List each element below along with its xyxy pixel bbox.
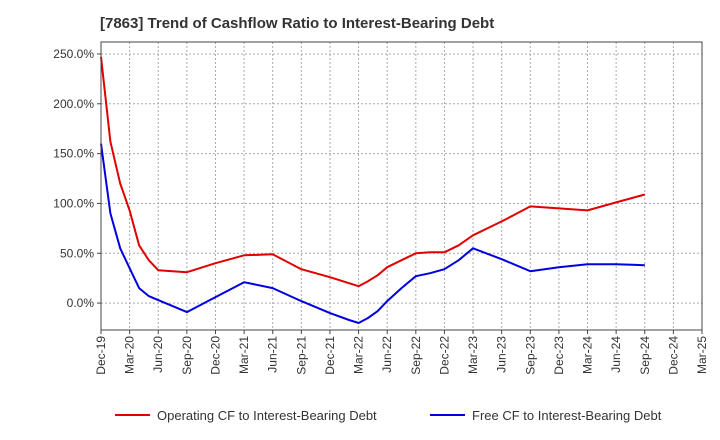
x-tick-label: Jun-22	[380, 336, 394, 373]
plot-frame	[100, 41, 703, 331]
y-tick-label: 200.0%	[53, 97, 94, 111]
x-tick-label: Mar-21	[237, 336, 251, 374]
y-tick-label: 0.0%	[67, 296, 95, 310]
x-tick-label: Dec-23	[552, 336, 566, 375]
x-tick-label: Mar-23	[466, 336, 480, 374]
x-tick-label: Dec-22	[437, 336, 451, 375]
y-tick-label: 50.0%	[60, 246, 94, 260]
chart-title: [7863] Trend of Cashflow Ratio to Intere…	[100, 15, 495, 32]
x-tick-label: Dec-21	[323, 336, 337, 375]
x-tick-label: Sep-21	[294, 336, 308, 375]
series-line-operating-cf	[100, 56, 646, 288]
x-tick-label: Mar-22	[352, 336, 366, 374]
legend-label: Operating CF to Interest-Bearing Debt	[157, 408, 377, 423]
series-line-free-cf	[100, 143, 645, 324]
x-tick-label: Dec-24	[666, 336, 680, 375]
y-tick-label: 100.0%	[53, 196, 94, 210]
x-tick-label: Sep-20	[180, 336, 194, 375]
x-tick-label: Mar-25	[695, 336, 709, 374]
x-tick-label: Mar-20	[123, 336, 137, 374]
legend-label: Free CF to Interest-Bearing Debt	[472, 408, 662, 423]
x-tick-label: Dec-19	[94, 336, 108, 375]
legend-layer: Operating CF to Interest-Bearing Debt Fre…	[115, 408, 662, 423]
x-tick-label: Sep-24	[638, 336, 652, 375]
x-tick-label: Jun-23	[495, 336, 509, 373]
x-tick-label: Sep-22	[409, 336, 423, 375]
axis-layer: 250.0% 200.0% 150.0% 100.0% 50.0% 0.0% Dec-19 M…	[53, 41, 709, 375]
x-tick-label: Jun-24	[609, 336, 623, 373]
x-tick-label: Mar-24	[581, 336, 595, 374]
y-tick-label: 250.0%	[53, 47, 94, 61]
x-tick-label: Sep-23	[523, 336, 537, 375]
x-tick-label: Jun-21	[266, 336, 280, 373]
x-tick-label: Jun-20	[151, 336, 165, 373]
x-tick-label: Dec-20	[208, 336, 222, 375]
y-tick-label: 150.0%	[53, 147, 94, 161]
series-layer	[100, 56, 646, 324]
